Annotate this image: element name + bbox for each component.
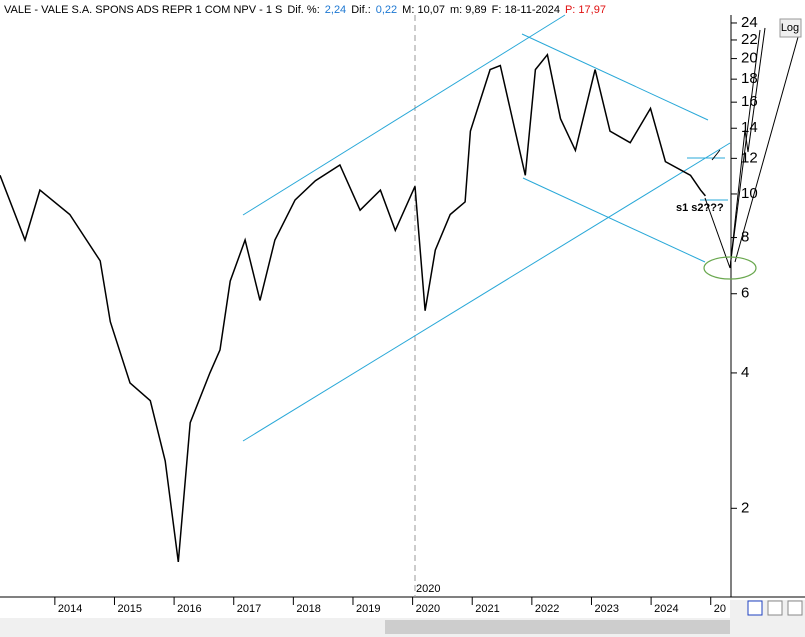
x-tick-label: 2022 <box>535 603 559 615</box>
header-item: M: 10,07 <box>402 4 445 16</box>
x-tick-label: 2021 <box>475 603 499 615</box>
y-tick-label: 16 <box>741 93 758 110</box>
projection-arrows <box>704 27 801 269</box>
y-tick-label: 12 <box>741 149 758 166</box>
y-tick-label: 14 <box>741 119 758 136</box>
channel-lines <box>242 14 731 442</box>
x-tick-label: 2019 <box>356 603 380 615</box>
y-tick-label: 18 <box>741 70 758 87</box>
scrollbar-thumb[interactable] <box>385 620 730 634</box>
y-tick-label: 22 <box>741 31 758 48</box>
y-tick-label: 10 <box>741 185 758 202</box>
header-item: F: 18-11-2024 <box>492 4 560 16</box>
x-tick-label: 2020 <box>416 603 440 615</box>
price-line <box>0 52 706 562</box>
header-item: m: 9,89 <box>450 4 487 16</box>
x-tick-label: 2015 <box>117 603 141 615</box>
target-ellipse <box>703 256 757 280</box>
annotation: s1 s2??? <box>676 202 724 214</box>
x-tick-label: 2024 <box>654 603 678 615</box>
header-item: Dif.: <box>351 4 371 16</box>
save-button[interactable] <box>747 600 763 616</box>
header-item: P: 17,97 <box>565 4 606 16</box>
header-item: VALE - VALE S.A. SPONS ADS REPR 1 COM NP… <box>4 4 282 16</box>
header-item: 0,22 <box>376 4 397 16</box>
x-tick-label: 2016 <box>177 603 201 615</box>
close-button[interactable] <box>787 600 803 616</box>
header-item: 2,24 <box>325 4 346 16</box>
x-tick-label: 2018 <box>296 603 320 615</box>
y-tick-label: 20 <box>741 50 758 67</box>
y-tick-label: 24 <box>741 14 758 31</box>
x-tick-label: 2023 <box>594 603 618 615</box>
tool-button[interactable] <box>767 600 783 616</box>
y-tick-label: 8 <box>741 229 749 246</box>
y-tick-label: 2 <box>741 499 749 516</box>
y-tick-label: 6 <box>741 285 749 302</box>
x-tick-label: 20 <box>714 603 726 615</box>
x-tick-label: 2017 <box>237 603 261 615</box>
header-text: VALE - VALE S.A. SPONS ADS REPR 1 COM NP… <box>4 4 606 16</box>
header-item: Dif. %: <box>287 4 319 16</box>
log-button-label: Log <box>781 22 799 34</box>
log-button[interactable] <box>779 18 802 38</box>
cursor-label: 2020 <box>416 583 440 595</box>
y-tick-label: 4 <box>741 364 749 381</box>
header: VALE - VALE S.A. SPONS ADS REPR 1 COM NP… <box>4 4 606 16</box>
x-tick-label: 2014 <box>58 603 82 615</box>
